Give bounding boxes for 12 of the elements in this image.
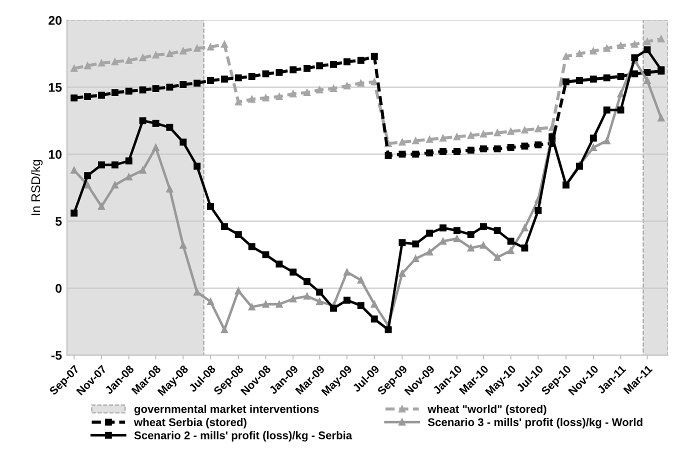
y-tick-label: 0 [56,284,62,293]
y-tick-label: 20 [48,16,62,25]
y-tick-label: 15 [48,83,62,92]
y-axis-title: In RSD/kg [30,160,43,216]
y-tick-label: 10 [48,150,62,159]
legend-label: wheat Serbia (stored) [134,418,246,428]
legend-label: Scenario 3 - mills' profit (loss)/kg - World [428,418,642,428]
legend-label: governmental market interventions [134,404,319,416]
y-tick-label: -5 [51,351,62,360]
y-tick-label: 5 [55,217,62,226]
legend-label: Scenario 2 - mills' profit (loss)/kg - Serbia [134,431,352,442]
legend-label: wheat "world" (stored) [428,404,546,416]
